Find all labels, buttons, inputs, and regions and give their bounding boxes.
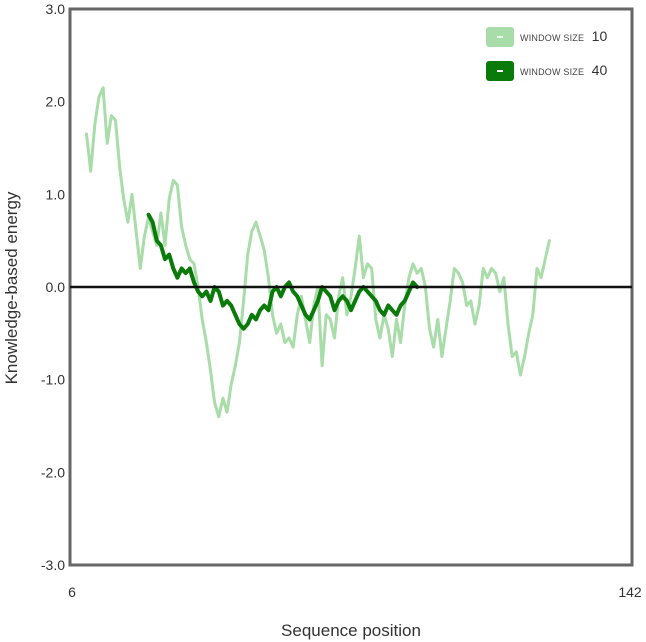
legend-label-window-40: WINDOW SIZE 40 <box>520 62 607 79</box>
legend: WINDOW SIZE 10 WINDOW SIZE 40 <box>486 27 607 81</box>
legend-value: 40 <box>592 62 608 78</box>
legend-value: 10 <box>592 28 608 44</box>
y-tick-label: 0.0 <box>46 279 66 295</box>
y-tick-label: 2.0 <box>46 94 66 110</box>
legend-prefix: WINDOW SIZE <box>520 67 584 77</box>
y-axis-title: Knowledge-based energy <box>2 191 21 384</box>
y-tick-label: 1.0 <box>46 186 66 202</box>
legend-prefix: WINDOW SIZE <box>520 33 584 43</box>
x-axis-title: Sequence position <box>281 621 421 640</box>
legend-entry-window-10: WINDOW SIZE 10 <box>486 27 607 47</box>
y-tick-label: -2.0 <box>41 464 65 480</box>
x-tick-end: 142 <box>618 584 642 600</box>
legend-entry-window-40: WINDOW SIZE 40 <box>486 61 607 81</box>
series-line-window-40 <box>146 212 420 331</box>
y-axis-ticks: 3.0 2.0 1.0 0.0 -1.0 -2.0 -3.0 <box>41 1 65 573</box>
legend-label-window-10: WINDOW SIZE 10 <box>520 28 607 45</box>
y-tick-label: 3.0 <box>46 1 66 17</box>
y-tick-label: -1.0 <box>41 372 65 388</box>
x-tick-start: 6 <box>68 584 76 600</box>
y-tick-label: -3.0 <box>41 557 65 573</box>
